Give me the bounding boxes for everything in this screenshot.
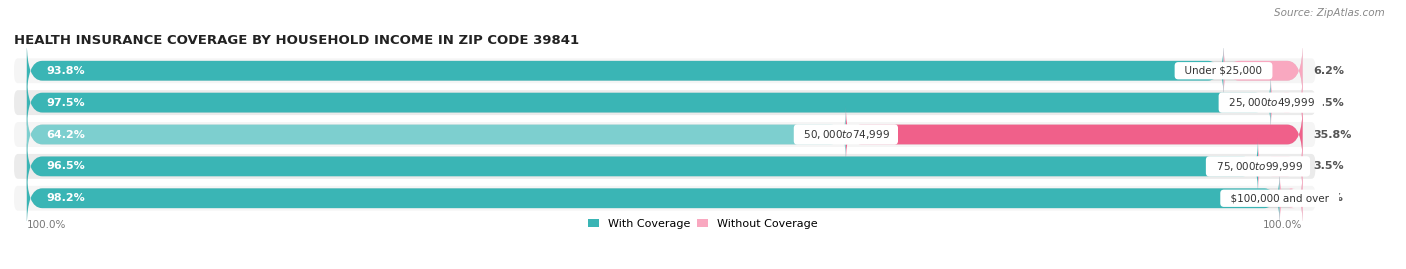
FancyBboxPatch shape [27,138,1258,195]
FancyBboxPatch shape [27,106,1302,163]
Text: 100.0%: 100.0% [1263,220,1302,230]
Text: 35.8%: 35.8% [1313,129,1351,140]
FancyBboxPatch shape [1279,170,1302,227]
FancyBboxPatch shape [27,74,1271,131]
Text: 97.5%: 97.5% [46,98,84,108]
Text: Source: ZipAtlas.com: Source: ZipAtlas.com [1274,8,1385,18]
FancyBboxPatch shape [27,170,1279,227]
FancyBboxPatch shape [14,186,1316,211]
Text: 1.8%: 1.8% [1313,193,1344,203]
FancyBboxPatch shape [27,106,846,163]
FancyBboxPatch shape [27,42,1223,99]
FancyBboxPatch shape [27,138,1302,195]
Text: HEALTH INSURANCE COVERAGE BY HOUSEHOLD INCOME IN ZIP CODE 39841: HEALTH INSURANCE COVERAGE BY HOUSEHOLD I… [14,34,579,47]
Text: 2.5%: 2.5% [1313,98,1344,108]
FancyBboxPatch shape [27,170,1302,227]
FancyBboxPatch shape [27,42,1302,99]
Text: 3.5%: 3.5% [1313,161,1344,171]
FancyBboxPatch shape [27,74,1302,131]
Text: $75,000 to $99,999: $75,000 to $99,999 [1209,160,1306,173]
FancyBboxPatch shape [14,154,1316,179]
FancyBboxPatch shape [14,90,1316,115]
Text: 6.2%: 6.2% [1313,66,1344,76]
Text: $100,000 and over: $100,000 and over [1223,193,1336,203]
FancyBboxPatch shape [1258,138,1302,195]
FancyBboxPatch shape [1223,42,1302,99]
Text: 64.2%: 64.2% [46,129,84,140]
Legend: With Coverage, Without Coverage: With Coverage, Without Coverage [588,219,818,229]
Text: 96.5%: 96.5% [46,161,84,171]
FancyBboxPatch shape [14,58,1316,83]
FancyBboxPatch shape [14,122,1316,147]
Text: Under $25,000: Under $25,000 [1178,66,1268,76]
Text: 98.2%: 98.2% [46,193,84,203]
FancyBboxPatch shape [846,106,1302,163]
Text: $25,000 to $49,999: $25,000 to $49,999 [1222,96,1319,109]
Text: $50,000 to $74,999: $50,000 to $74,999 [797,128,894,141]
Text: 100.0%: 100.0% [27,220,66,230]
FancyBboxPatch shape [1271,74,1302,131]
Text: 93.8%: 93.8% [46,66,84,76]
